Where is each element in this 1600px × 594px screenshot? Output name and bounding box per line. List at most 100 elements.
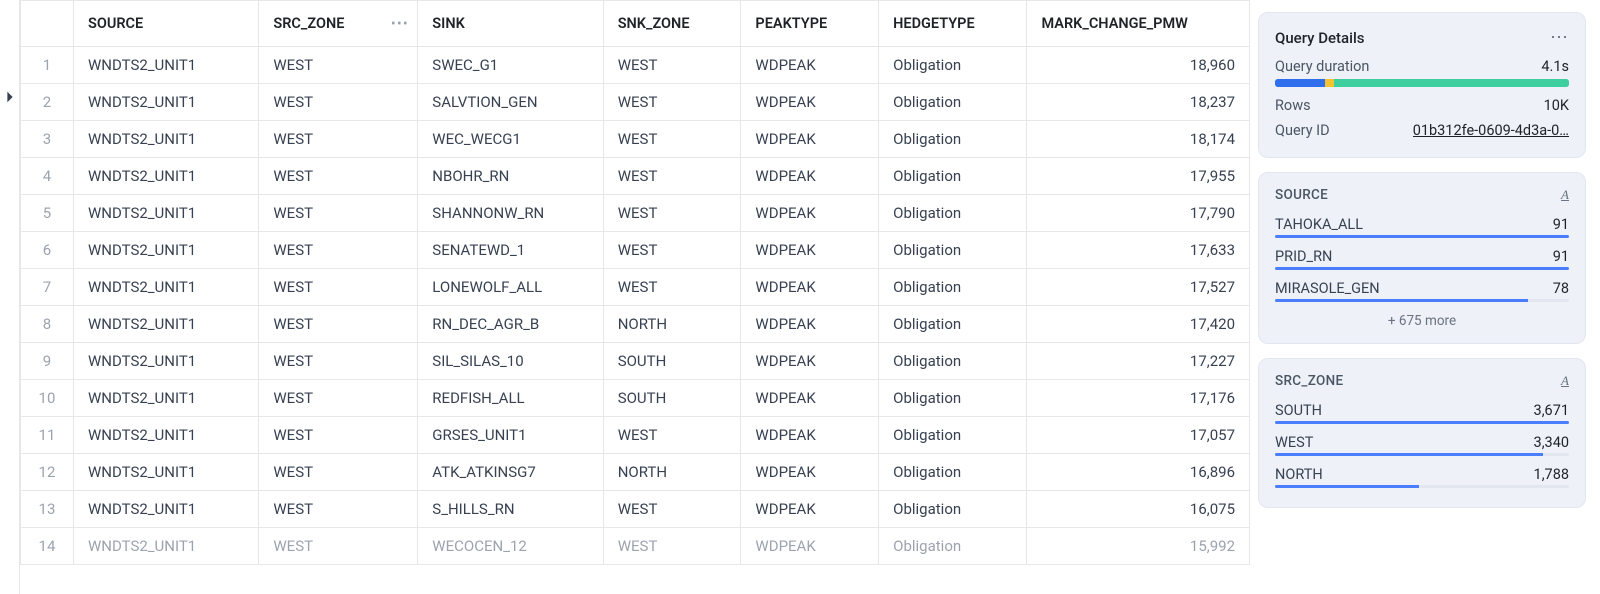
- cell-hedgetype: Obligation: [879, 232, 1027, 269]
- cell-src_zone: WEST: [259, 195, 418, 232]
- rownum-cell: 3: [21, 121, 74, 158]
- column-header-peaktype[interactable]: PEAKTYPE: [741, 1, 879, 47]
- facet-item[interactable]: TAHOKA_ALL91: [1275, 211, 1569, 233]
- table-row[interactable]: 12WNDTS2_UNIT1WESTATK_ATKINSG7NORTHWDPEA…: [21, 454, 1250, 491]
- cell-snk_zone: WEST: [603, 528, 741, 565]
- table-body: 1WNDTS2_UNIT1WESTSWEC_G1WESTWDPEAKObliga…: [21, 47, 1250, 565]
- cell-sink: GRSES_UNIT1: [418, 417, 603, 454]
- facet-item-label: MIRASOLE_GEN: [1275, 280, 1380, 297]
- table-row[interactable]: 1WNDTS2_UNIT1WESTSWEC_G1WESTWDPEAKObliga…: [21, 47, 1250, 84]
- table-row[interactable]: 5WNDTS2_UNIT1WESTSHANNONW_RNWESTWDPEAKOb…: [21, 195, 1250, 232]
- rownum-cell: 10: [21, 380, 74, 417]
- table-row[interactable]: 9WNDTS2_UNIT1WESTSIL_SILAS_10SOUTHWDPEAK…: [21, 343, 1250, 380]
- rownum-cell: 5: [21, 195, 74, 232]
- table-row[interactable]: 3WNDTS2_UNIT1WESTWEC_WECG1WESTWDPEAKObli…: [21, 121, 1250, 158]
- facet-card-source: SOURCEATAHOKA_ALL91PRID_RN91MIRASOLE_GEN…: [1258, 172, 1586, 344]
- side-panel: Query Details ⋯ Query duration 4.1s Rows…: [1250, 0, 1600, 594]
- cell-sink: RN_DEC_AGR_B: [418, 306, 603, 343]
- facet-item-label: WEST: [1275, 434, 1313, 451]
- cell-mark_change_pmw: 17,057: [1027, 417, 1250, 454]
- table-row[interactable]: 6WNDTS2_UNIT1WESTSENATEWD_1WESTWDPEAKObl…: [21, 232, 1250, 269]
- cell-src_zone: WEST: [259, 306, 418, 343]
- facet-type-icon[interactable]: A: [1561, 187, 1569, 203]
- cell-mark_change_pmw: 18,960: [1027, 47, 1250, 84]
- facet-bar-track: [1275, 453, 1569, 456]
- cell-hedgetype: Obligation: [879, 306, 1027, 343]
- rownum-cell: 2: [21, 84, 74, 121]
- facet-type-icon[interactable]: A: [1561, 373, 1569, 389]
- column-header-source[interactable]: SOURCE: [73, 1, 258, 47]
- cell-snk_zone: NORTH: [603, 454, 741, 491]
- facet-item[interactable]: MIRASOLE_GEN78: [1275, 275, 1569, 297]
- cell-hedgetype: Obligation: [879, 158, 1027, 195]
- cell-source: WNDTS2_UNIT1: [73, 417, 258, 454]
- facet-item-count: 3,671: [1534, 402, 1569, 419]
- cell-src_zone: WEST: [259, 158, 418, 195]
- table-row[interactable]: 4WNDTS2_UNIT1WESTNBOHR_RNWESTWDPEAKOblig…: [21, 158, 1250, 195]
- cell-snk_zone: WEST: [603, 84, 741, 121]
- rownum-cell: 13: [21, 491, 74, 528]
- column-header-hedgetype[interactable]: HEDGETYPE: [879, 1, 1027, 47]
- column-header-mark_change_pmw[interactable]: MARK_CHANGE_PMW: [1027, 1, 1250, 47]
- cell-hedgetype: Obligation: [879, 454, 1027, 491]
- table-row[interactable]: 8WNDTS2_UNIT1WESTRN_DEC_AGR_BNORTHWDPEAK…: [21, 306, 1250, 343]
- table-row[interactable]: 2WNDTS2_UNIT1WESTSALVTION_GENWESTWDPEAKO…: [21, 84, 1250, 121]
- facet-item[interactable]: PRID_RN91: [1275, 243, 1569, 265]
- duration-segment: [1275, 79, 1325, 87]
- cell-hedgetype: Obligation: [879, 417, 1027, 454]
- cell-source: WNDTS2_UNIT1: [73, 158, 258, 195]
- column-label: SNK_ZONE: [618, 15, 690, 32]
- cell-mark_change_pmw: 15,992: [1027, 528, 1250, 565]
- column-label: MARK_CHANGE_PMW: [1041, 15, 1187, 32]
- duration-bar: [1275, 79, 1569, 87]
- facet-more-link[interactable]: + 675 more: [1275, 307, 1569, 329]
- cell-src_zone: WEST: [259, 84, 418, 121]
- table-row[interactable]: 10WNDTS2_UNIT1WESTREDFISH_ALLSOUTHWDPEAK…: [21, 380, 1250, 417]
- facet-item[interactable]: NORTH1,788: [1275, 461, 1569, 483]
- cell-snk_zone: WEST: [603, 232, 741, 269]
- column-header-sink[interactable]: SINK: [418, 1, 603, 47]
- cell-sink: SWEC_G1: [418, 47, 603, 84]
- cell-src_zone: WEST: [259, 269, 418, 306]
- column-more-icon[interactable]: ⋯: [390, 15, 409, 33]
- cell-sink: ATK_ATKINSG7: [418, 454, 603, 491]
- results-table-wrap: SOURCESRC_ZONE⋯SINK SNK_ZONE PEAKTYPEHEDGE…: [20, 0, 1250, 594]
- table-row[interactable]: 7WNDTS2_UNIT1WESTLONEWOLF_ALLWESTWDPEAKO…: [21, 269, 1250, 306]
- facet-bar-track: [1275, 299, 1569, 302]
- cell-src_zone: WEST: [259, 232, 418, 269]
- left-rail: [0, 0, 20, 594]
- column-header-src_zone[interactable]: SRC_ZONE⋯: [259, 1, 418, 47]
- cell-source: WNDTS2_UNIT1: [73, 343, 258, 380]
- rownum-header: [21, 1, 74, 47]
- cell-peaktype: WDPEAK: [741, 417, 879, 454]
- cell-hedgetype: Obligation: [879, 195, 1027, 232]
- rownum-cell: 12: [21, 454, 74, 491]
- rownum-cell: 7: [21, 269, 74, 306]
- facet-item-label: SOUTH: [1275, 402, 1322, 419]
- table-row[interactable]: 11WNDTS2_UNIT1WESTGRSES_UNIT1WESTWDPEAKO…: [21, 417, 1250, 454]
- cell-snk_zone: WEST: [603, 158, 741, 195]
- rownum-cell: 9: [21, 343, 74, 380]
- cell-snk_zone: WEST: [603, 195, 741, 232]
- table-row[interactable]: 14WNDTS2_UNIT1WESTWECOCEN_12WESTWDPEAKOb…: [21, 528, 1250, 565]
- facet-item[interactable]: WEST3,340: [1275, 429, 1569, 451]
- facet-card-src_zone: SRC_ZONEASOUTH3,671WEST3,340NORTH1,788: [1258, 358, 1586, 508]
- column-header-snk_zone[interactable]: SNK_ZONE: [603, 1, 741, 47]
- table-row[interactable]: 13WNDTS2_UNIT1WESTS_HILLS_RNWESTWDPEAKOb…: [21, 491, 1250, 528]
- query-id-link[interactable]: 01b312fe-0609-4d3a-0…: [1413, 122, 1569, 139]
- card-more-icon[interactable]: ⋯: [1550, 27, 1569, 48]
- cell-sink: SIL_SILAS_10: [418, 343, 603, 380]
- facet-item-label: PRID_RN: [1275, 248, 1332, 265]
- expand-panel-icon[interactable]: [3, 90, 17, 108]
- facet-item[interactable]: SOUTH 3,671: [1275, 397, 1569, 419]
- cell-src_zone: WEST: [259, 454, 418, 491]
- cell-sink: WEC_WECG1: [418, 121, 603, 158]
- cell-hedgetype: Obligation: [879, 528, 1027, 565]
- cell-mark_change_pmw: 16,075: [1027, 491, 1250, 528]
- cell-mark_change_pmw: 17,955: [1027, 158, 1250, 195]
- cell-peaktype: WDPEAK: [741, 269, 879, 306]
- rows-value: 10K: [1544, 97, 1569, 114]
- cell-snk_zone: SOUTH: [603, 343, 741, 380]
- cell-src_zone: WEST: [259, 491, 418, 528]
- cell-snk_zone: SOUTH: [603, 380, 741, 417]
